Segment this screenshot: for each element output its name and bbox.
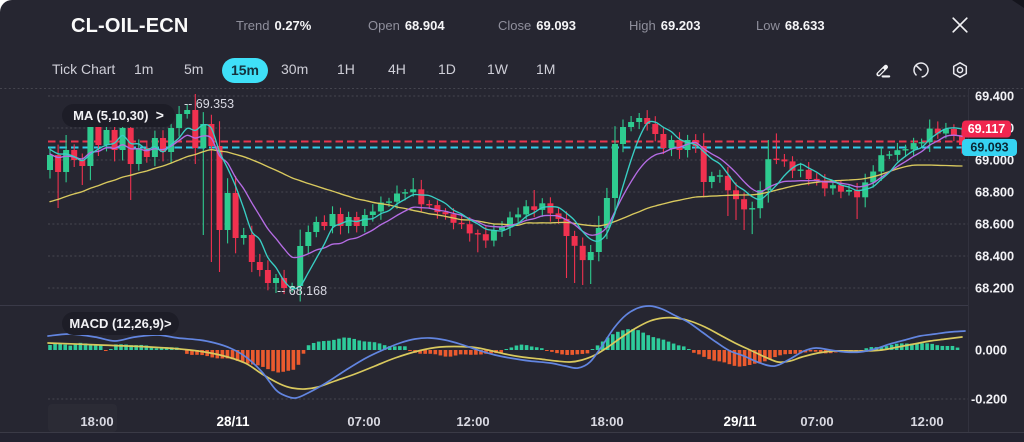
svg-text:07:00: 07:00 (347, 414, 380, 429)
svg-text:29/11: 29/11 (723, 414, 757, 429)
svg-text:68.400: 68.400 (975, 249, 1014, 264)
svg-text:07:00: 07:00 (800, 414, 833, 429)
svg-text:0.000: 0.000 (975, 343, 1007, 358)
svg-text:12:00: 12:00 (456, 414, 489, 429)
svg-text:-0.200: -0.200 (971, 392, 1007, 407)
svg-text:18:00: 18:00 (80, 414, 113, 429)
svg-text:68.800: 68.800 (975, 185, 1014, 200)
svg-text:69.117: 69.117 (968, 122, 1006, 136)
svg-text:69.093: 69.093 (970, 141, 1008, 155)
svg-text:28/11: 28/11 (216, 414, 250, 429)
svg-text:-- 69.353: -- 69.353 (184, 97, 234, 111)
svg-text:69.400: 69.400 (975, 89, 1014, 104)
svg-text:68.200: 68.200 (975, 281, 1014, 296)
svg-text:18:00: 18:00 (590, 414, 623, 429)
svg-text:-- 68.168: -- 68.168 (277, 284, 327, 298)
svg-text:12:00: 12:00 (910, 414, 943, 429)
svg-text:69.000: 69.000 (975, 153, 1014, 168)
svg-text:68.600: 68.600 (975, 217, 1014, 232)
